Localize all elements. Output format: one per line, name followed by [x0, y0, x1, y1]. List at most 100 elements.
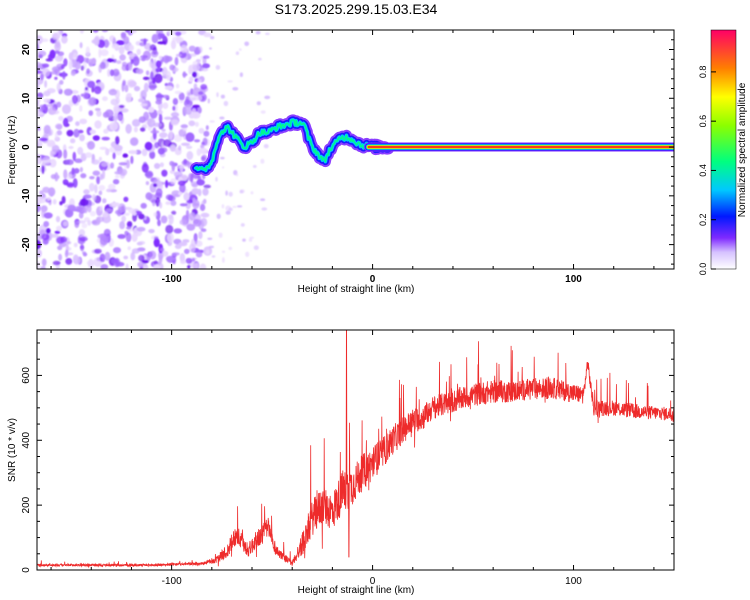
heatmap-noise-blob — [168, 214, 174, 225]
heatmap-noise-blob — [49, 49, 56, 59]
heatmap-trace — [190, 114, 674, 176]
heatmap-noise-blob — [260, 198, 266, 201]
heatmap-noise-blob — [77, 220, 86, 224]
heatmap-noise-blob — [80, 243, 85, 252]
heatmap-noise-blob — [63, 221, 68, 227]
heatmap-noise-blob — [80, 65, 85, 71]
heatmap-noise-blob — [84, 152, 93, 158]
heatmap-noise-blob — [100, 264, 109, 269]
heatmap-noise-blob — [264, 95, 271, 100]
heatmap-noise-blob — [148, 61, 152, 68]
heatmap-noise-blob — [92, 135, 100, 141]
heatmap-noise-blob — [125, 123, 132, 134]
heatmap-noise-blob — [161, 250, 169, 257]
heatmap-noise-blob — [62, 118, 68, 127]
heatmap-noise-blob — [98, 48, 102, 58]
heatmap-noise-blob — [152, 77, 156, 84]
heatmap-noise-blob — [155, 197, 161, 207]
heatmap-noise-blob — [83, 194, 92, 199]
heatmap-noise-blob — [173, 228, 182, 234]
heatmap-noise-blob — [52, 199, 57, 205]
heatmap-noise-blob — [128, 80, 137, 87]
heatmap-noise-blob — [56, 225, 62, 232]
heatmap-noise-blob — [252, 165, 257, 168]
heatmap-noise-blob — [79, 134, 85, 142]
heatmap-noise-blob — [141, 259, 149, 264]
heatmap-x-tick-label: 100 — [565, 274, 582, 285]
heatmap-noise-blob — [50, 233, 59, 238]
heatmap-noise-blob — [175, 31, 182, 37]
heatmap-noise-blob — [174, 90, 182, 95]
heatmap-noise-blobs — [37, 30, 271, 269]
heatmap-noise-blob — [139, 42, 146, 47]
heatmap-noise-blob — [49, 150, 55, 158]
heatmap-noise-blob — [174, 56, 179, 66]
heatmap-noise-blob — [126, 226, 132, 230]
heatmap-noise-blob — [165, 179, 169, 189]
heatmap-noise-blob — [85, 86, 88, 91]
heatmap-noise-blob — [177, 180, 186, 186]
heatmap-noise-blob — [154, 163, 161, 169]
heatmap-noise-blob — [167, 195, 173, 202]
heatmap-noise-blob — [155, 94, 164, 98]
heatmap-noise-blob — [200, 217, 208, 227]
heatmap-noise-blob — [227, 80, 233, 83]
heatmap-noise-blob — [111, 258, 119, 264]
heatmap-noise-blob — [39, 194, 47, 200]
heatmap-noise-blob — [51, 110, 60, 115]
heatmap-noise-blob — [43, 212, 53, 219]
heatmap-noise-blob — [192, 219, 202, 227]
heatmap-noise-blob — [153, 122, 162, 128]
heatmap-noise-blob — [162, 102, 169, 109]
heatmap-noise-blob — [70, 70, 76, 76]
heatmap-noise-blob — [188, 120, 196, 127]
heatmap-noise-blob — [99, 205, 104, 212]
heatmap-noise-blob — [155, 188, 163, 197]
snr-plot-area — [37, 330, 674, 570]
heatmap-noise-blob — [236, 173, 239, 177]
heatmap-noise-blob — [72, 52, 78, 61]
heatmap-noise-blob — [91, 86, 95, 93]
heatmap-noise-blob — [41, 258, 47, 267]
heatmap-noise-blob — [137, 261, 144, 268]
heatmap-noise-blob — [158, 254, 163, 264]
heatmap-noise-blob — [95, 216, 101, 225]
heatmap-noise-blob — [68, 99, 74, 107]
heatmap-noise-blob — [40, 73, 44, 81]
snr-series-line — [37, 330, 674, 569]
heatmap-noise-blob — [43, 98, 51, 104]
heatmap-noise-blob — [203, 130, 210, 137]
heatmap-noise-blob — [182, 239, 190, 243]
heatmap-noise-blob — [140, 127, 146, 132]
heatmap-noise-blob — [94, 184, 98, 194]
heatmap-noise-blob — [261, 207, 268, 211]
heatmap-noise-blob — [179, 183, 186, 194]
colorbar-tick-label: 0.2 — [698, 213, 708, 226]
heatmap-noise-blob — [68, 52, 74, 61]
heatmap-noise-blob — [122, 153, 129, 158]
heatmap-noise-blob — [222, 257, 225, 263]
heatmap-noise-blob — [134, 210, 143, 216]
snr-x-tick-label: -100 — [162, 576, 182, 587]
heatmap-noise-blob — [152, 202, 156, 207]
heatmap-noise-blob — [81, 223, 88, 229]
heatmap-noise-blob — [157, 219, 161, 227]
heatmap-noise-blob — [162, 94, 170, 99]
heatmap-noise-blob — [202, 63, 211, 69]
heatmap-noise-blob — [56, 130, 63, 136]
heatmap-noise-blob — [260, 110, 266, 114]
heatmap-noise-blob — [41, 165, 45, 174]
heatmap-noise-blob — [244, 41, 250, 47]
heatmap-noise-blob — [196, 106, 202, 114]
heatmap-noise-blob — [82, 92, 90, 100]
heatmap-noise-blob — [140, 89, 147, 100]
heatmap-noise-blob — [148, 229, 155, 234]
heatmap-noise-blob — [76, 54, 85, 64]
heatmap-noise-blob — [260, 158, 265, 164]
heatmap-noise-blob — [62, 179, 69, 186]
heatmap-noise-blob — [193, 139, 201, 143]
heatmap-noise-blob — [79, 167, 83, 173]
heatmap-noise-blob — [41, 68, 50, 77]
